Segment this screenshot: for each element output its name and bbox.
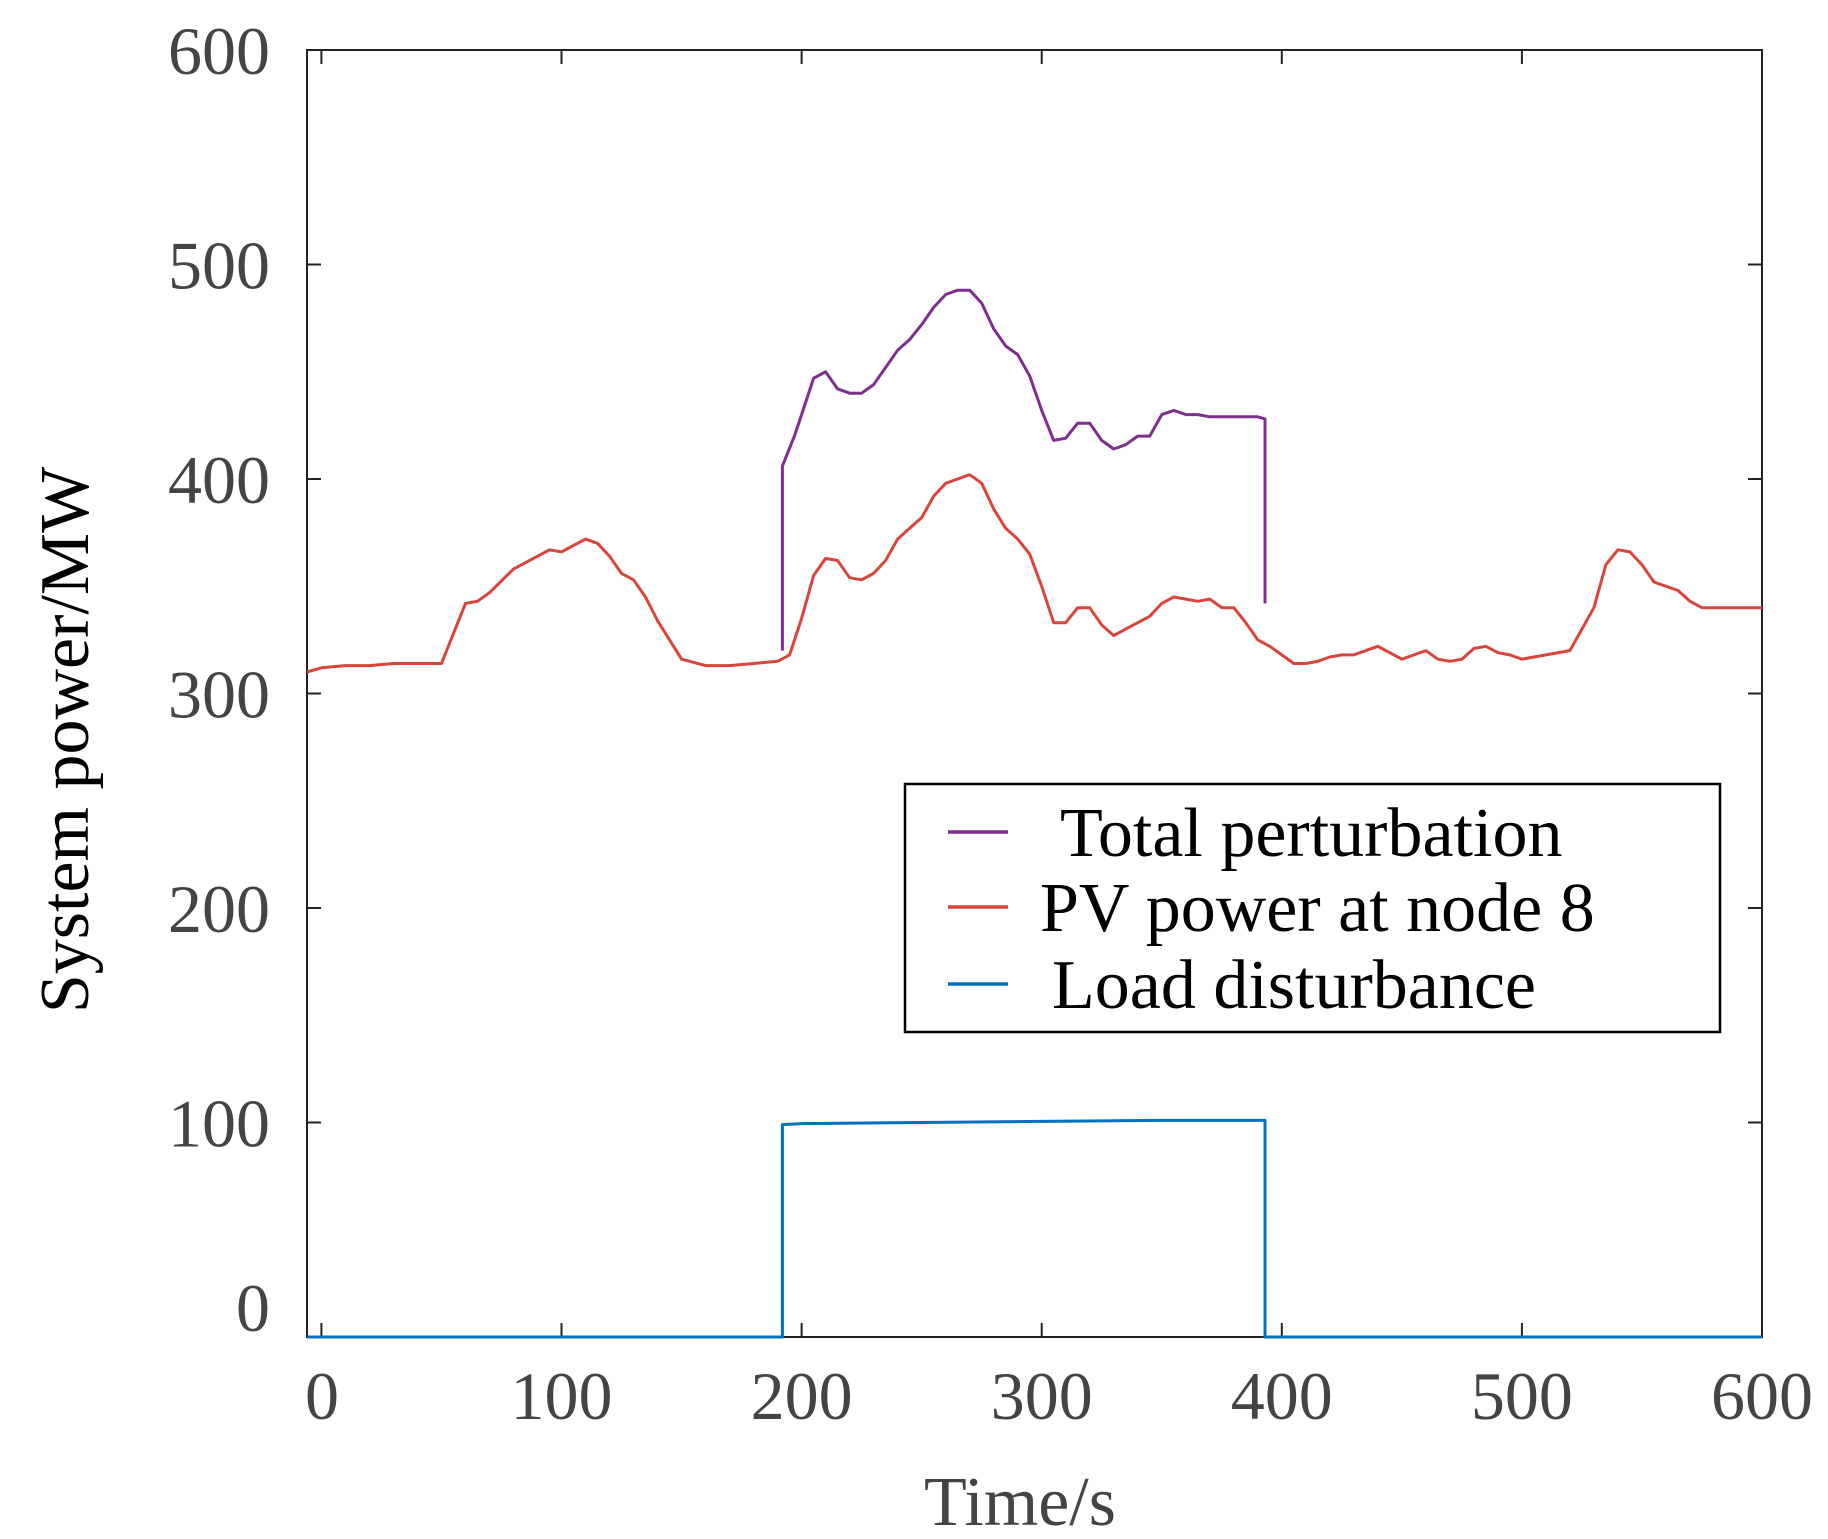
x-tick-label: 300 (991, 1358, 1093, 1434)
y-tick-label: 300 (168, 657, 270, 733)
x-tick-label: 600 (1711, 1358, 1813, 1434)
series-line-pv-power-at-node-8 (306, 473, 1762, 674)
x-axis-title: Time/s (924, 1464, 1116, 1539)
series-line-total-perturbation (780, 288, 1267, 651)
legend-label-total-perturbation: Total perturbation (1060, 795, 1562, 872)
y-tick-label: 100 (168, 1086, 270, 1162)
x-tick-label: 200 (751, 1358, 853, 1434)
y-tick-label: 0 (236, 1270, 270, 1346)
y-tick-label: 500 (168, 228, 270, 304)
legend-label-load-disturbance: Load disturbance (1052, 947, 1536, 1024)
y-tick-label: 400 (168, 442, 270, 518)
x-tick-label: 500 (1471, 1358, 1573, 1434)
y-axis-title: System power/MW (27, 467, 104, 1013)
x-tick-label: 400 (1231, 1358, 1333, 1434)
series-group (306, 288, 1762, 1339)
y-tick-label: 200 (168, 871, 270, 947)
x-tick-label: 0 (305, 1358, 339, 1434)
legend: Total perturbation PV power at node 8 Lo… (903, 782, 1722, 1034)
series-line-load-disturbance (307, 1118, 1762, 1339)
ticks-group: 0 100 200 300 400 500 600 0 100 200 300 400 500 600 (168, 13, 1813, 1434)
x-tick-label: 100 (511, 1358, 613, 1434)
legend-label-pv-power: PV power at node 8 (1040, 870, 1595, 947)
y-tick-label: 600 (168, 13, 270, 89)
legend-box (903, 782, 1722, 1034)
